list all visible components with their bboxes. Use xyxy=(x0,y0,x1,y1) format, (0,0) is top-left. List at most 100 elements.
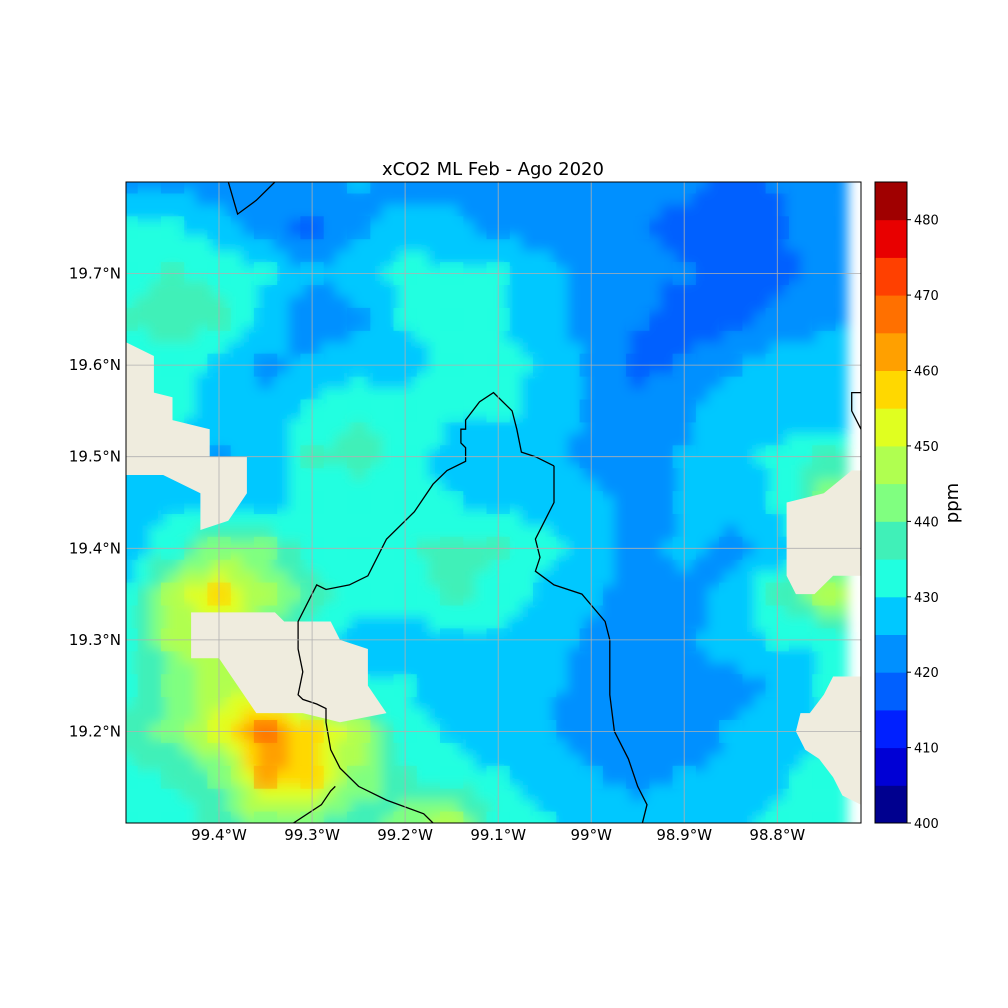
contour-patch xyxy=(719,811,743,823)
field-cell xyxy=(412,479,430,496)
field-cell xyxy=(645,464,662,481)
field-cell xyxy=(133,525,151,542)
field-cell xyxy=(521,555,538,572)
field-cell xyxy=(536,739,554,756)
field-cell xyxy=(645,754,662,771)
field-cell xyxy=(536,235,554,252)
field-cell xyxy=(195,327,213,344)
field-cell xyxy=(428,784,445,801)
field-cell xyxy=(273,555,290,572)
field-cell xyxy=(211,784,228,801)
field-cell xyxy=(831,388,848,405)
field-cell xyxy=(126,708,135,725)
field-cell xyxy=(831,601,848,618)
field-cell xyxy=(180,342,197,359)
field-cell xyxy=(738,601,755,618)
field-cell xyxy=(692,784,709,801)
field-cell xyxy=(692,250,709,267)
field-cell xyxy=(552,342,569,359)
field-cell xyxy=(505,769,523,786)
field-cell xyxy=(180,159,196,175)
contour-patch xyxy=(126,811,138,823)
field-cell xyxy=(723,784,740,801)
field-cell xyxy=(692,235,709,252)
field-cell xyxy=(273,464,290,481)
field-cell xyxy=(335,815,352,823)
field-cell xyxy=(536,281,554,298)
field-cell xyxy=(459,388,476,405)
field-cell xyxy=(676,281,693,298)
field-cell xyxy=(319,418,337,435)
contour-patch xyxy=(719,216,743,240)
field-cell xyxy=(459,723,476,740)
field-cell xyxy=(831,464,848,481)
field-cell xyxy=(195,784,213,801)
field-cell xyxy=(180,662,197,679)
field-cell xyxy=(103,495,119,511)
field-cell xyxy=(242,281,259,298)
field-cell xyxy=(521,464,538,481)
field-cell xyxy=(366,571,383,588)
field-cell xyxy=(366,418,383,435)
field-cell xyxy=(630,601,647,618)
field-cell xyxy=(645,815,662,823)
field-cell xyxy=(412,204,430,221)
field-cell xyxy=(180,494,197,511)
field-cell xyxy=(443,189,461,206)
field-cell xyxy=(785,601,802,618)
field-cell xyxy=(428,418,445,435)
field-cell xyxy=(598,708,616,725)
field-cell xyxy=(630,327,647,344)
field-cell xyxy=(459,494,476,511)
field-cell xyxy=(567,784,585,801)
field-cell xyxy=(521,372,538,389)
colorbar-segment xyxy=(875,596,907,635)
field-cell xyxy=(692,296,709,313)
field-cell xyxy=(133,647,151,664)
field-cell xyxy=(816,784,833,801)
field-cell xyxy=(552,800,569,817)
field-cell xyxy=(149,831,165,847)
field-cell xyxy=(505,479,523,496)
contour-patch xyxy=(626,582,650,606)
field-cell xyxy=(366,220,383,237)
field-cell xyxy=(195,555,213,572)
field-cell xyxy=(738,250,755,267)
field-cell xyxy=(211,281,228,298)
field-cell xyxy=(319,540,337,557)
contour-patch xyxy=(160,811,185,823)
field-cell xyxy=(831,418,848,435)
field-cell xyxy=(258,159,274,175)
contour-patch xyxy=(160,182,185,194)
field-cell xyxy=(474,693,492,710)
field-cell xyxy=(257,464,275,481)
contour-patch xyxy=(812,307,836,331)
field-cell xyxy=(645,647,662,664)
field-cell xyxy=(412,235,430,252)
field-cell xyxy=(645,403,662,420)
field-cell xyxy=(149,189,166,206)
field-cell xyxy=(723,555,740,572)
field-cell xyxy=(273,540,290,557)
field-cell xyxy=(614,601,631,618)
field-cell xyxy=(676,418,693,435)
field-cell xyxy=(645,189,662,206)
field-cell xyxy=(366,739,383,756)
field-cell xyxy=(459,525,476,542)
field-cell xyxy=(816,235,833,252)
field-cell xyxy=(412,555,430,572)
field-cell xyxy=(505,494,523,511)
field-cell xyxy=(242,784,259,801)
field-cell xyxy=(707,327,724,344)
field-cell xyxy=(397,372,414,389)
contour-patch xyxy=(126,491,138,514)
field-cell xyxy=(505,617,523,634)
field-cell xyxy=(676,693,693,710)
field-cell xyxy=(164,510,182,527)
field-cell xyxy=(692,693,709,710)
field-cell xyxy=(211,418,228,435)
field-cell xyxy=(226,403,244,420)
field-cell xyxy=(645,449,662,466)
field-cell xyxy=(785,159,801,175)
field-cell xyxy=(381,372,399,389)
